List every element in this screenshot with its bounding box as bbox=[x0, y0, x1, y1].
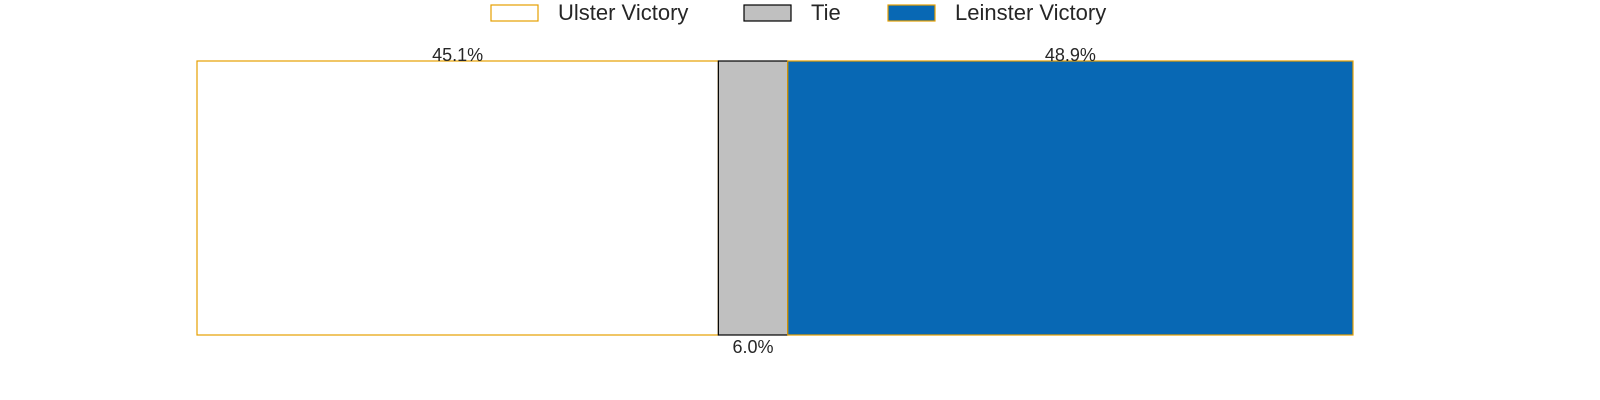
data-label-leinster-victory: 48.9% bbox=[1045, 45, 1096, 65]
data-labels: 45.1% 6.0% 48.9% bbox=[432, 45, 1096, 357]
bar-ulster-victory bbox=[196, 60, 719, 336]
data-label-tie: 6.0% bbox=[733, 337, 774, 357]
bar-leinster-victory bbox=[787, 60, 1354, 336]
legend-label-leinster-victory: Leinster Victory bbox=[955, 0, 1106, 25]
legend-label-tie: Tie bbox=[811, 0, 841, 25]
legend-swatch-ulster-victory bbox=[490, 4, 539, 22]
data-label-ulster-victory: 45.1% bbox=[432, 45, 483, 65]
bar-tie bbox=[717, 60, 789, 336]
legend-swatch-leinster-victory bbox=[887, 4, 936, 22]
bars bbox=[196, 60, 1354, 336]
legend: Ulster Victory Tie Leinster Victory bbox=[490, 0, 1106, 25]
legend-swatch-tie bbox=[743, 4, 792, 22]
legend-label-ulster-victory: Ulster Victory bbox=[558, 0, 688, 25]
